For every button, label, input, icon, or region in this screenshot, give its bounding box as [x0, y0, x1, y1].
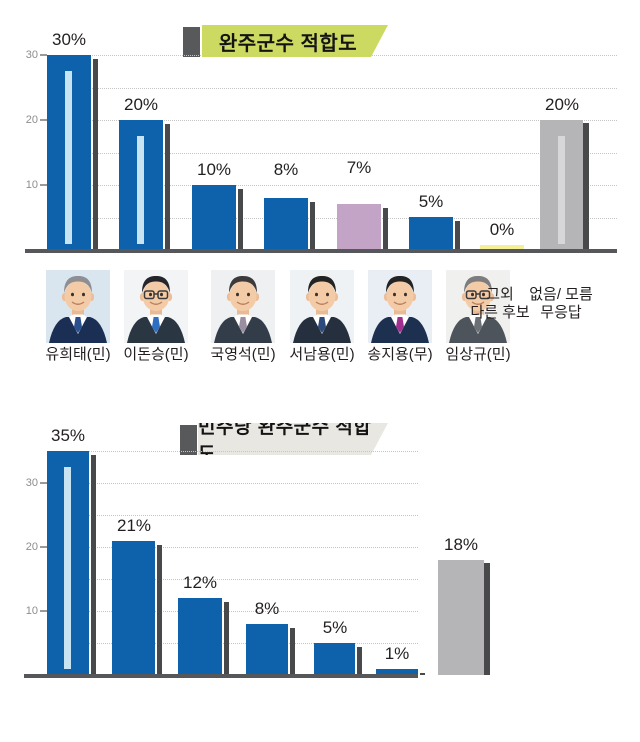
gridline-25 [47, 87, 617, 89]
title-marker-2 [180, 425, 197, 455]
gridline-15 [47, 152, 617, 154]
bar-value-label: 10% [196, 160, 232, 179]
gridline-20 [47, 547, 418, 548]
bar-value-label: 20% [544, 95, 580, 114]
candidate-name: 국영석(민) [210, 346, 276, 363]
y-tick-label: 20 [25, 541, 38, 553]
bar-그외 [376, 669, 418, 675]
bar-shadow [91, 455, 96, 675]
candidate-photo [211, 270, 275, 343]
bar-shadow [310, 202, 315, 250]
gridline-35 [47, 451, 418, 452]
gridline-15 [47, 579, 418, 580]
gridline-20 [47, 120, 617, 121]
y-tick-dash [40, 546, 47, 548]
candidate-photo [124, 270, 188, 343]
candidate-name: 송지용(무) [367, 346, 433, 363]
bar-value-label: 7% [346, 158, 372, 177]
bar-value-label: 21% [116, 516, 152, 535]
chart-title-banner-1: 완주군수 적합도 [202, 25, 388, 57]
gridline-30 [47, 483, 418, 484]
x-axis-baseline [24, 674, 418, 678]
y-tick-label: 10 [25, 605, 38, 617]
bar-value-label: 18% [443, 535, 479, 554]
title-marker-1 [183, 27, 200, 57]
bar-highlight-stripe [64, 467, 71, 669]
candidate-name: 임상규(민) [445, 346, 511, 363]
bar-shadow [484, 563, 490, 675]
candidate-photo [446, 270, 510, 343]
minjoo-wanju-suitability-plot: 10203035%21%12%8%5%1%18%유희태이돈승국영석서남용임상규그… [0, 400, 640, 742]
bar-highlight-stripe [65, 71, 72, 244]
bar-shadow [224, 602, 229, 675]
y-tick-dash [40, 119, 47, 121]
x-axis-baseline [25, 249, 617, 253]
avatar-illustration [46, 270, 110, 343]
bar-value-label: 5% [418, 192, 444, 211]
bar-없음/ 모름 [438, 560, 484, 675]
avatar-illustration [211, 270, 275, 343]
y-tick-dash [40, 482, 47, 484]
bar-value-label: 8% [273, 160, 299, 179]
gridline-25 [47, 515, 418, 516]
y-tick-label: 10 [25, 179, 38, 191]
bar-shadow [357, 647, 362, 675]
bar-임상규(민) [409, 217, 453, 250]
avatar-illustration [124, 270, 188, 343]
gridline-10 [47, 185, 617, 186]
bar-value-label: 30% [51, 30, 87, 49]
y-tick-label: 30 [25, 49, 38, 61]
gridline-5 [47, 217, 617, 219]
candidate-name: 유희태(민) [45, 346, 111, 363]
bar-shadow [165, 124, 170, 250]
bar-highlight-stripe [558, 136, 565, 244]
candidate-photo [46, 270, 110, 343]
y-tick-dash [40, 184, 47, 186]
category-label: 그외 다른 후보 [470, 286, 530, 321]
y-tick-label: 20 [25, 114, 38, 126]
bar-highlight-stripe [137, 136, 144, 244]
candidate-photo [290, 270, 354, 343]
candidate-name: 이돈승(민) [123, 346, 189, 363]
bar-value-label: 20% [123, 95, 159, 114]
bar-국영석(민) [192, 185, 236, 250]
y-tick-label: 30 [25, 477, 38, 489]
bar-송지용(무) [337, 204, 381, 250]
y-tick-dash [40, 54, 47, 56]
y-tick-dash [40, 610, 47, 612]
bar-shadow [157, 545, 162, 675]
bar-shadow [93, 59, 98, 250]
bar-shadow [420, 673, 425, 675]
gridline-5 [47, 643, 418, 644]
chart-title-1: 완주군수 적합도 [218, 32, 358, 55]
bar-shadow [238, 189, 243, 250]
bar-value-label: 0% [489, 220, 515, 239]
candidate-photo [368, 270, 432, 343]
wanju-suitability-plot: 10 20 30 30% 20% 10% 8% 7% 5% 0% 20% 유희태(민) 이돈승(민) 국영… [25, 30, 617, 363]
gridline-30 [47, 55, 617, 56]
bar-value-label: 12% [182, 573, 218, 592]
avatar-illustration [446, 270, 510, 343]
gridline-10 [47, 611, 418, 612]
bar-value-label: 5% [322, 618, 348, 637]
bar-value-label: 1% [384, 644, 410, 663]
bar-shadow [455, 221, 460, 250]
bar-임상규 [314, 643, 355, 675]
bar-shadow [383, 208, 388, 250]
bar-shadow [290, 628, 295, 675]
bar-shadow [583, 123, 589, 250]
candidate-name: 서남용(민) [289, 346, 355, 363]
bar-국영석 [178, 598, 222, 675]
bar-서남용 [246, 624, 288, 675]
bar-서남용(민) [264, 198, 308, 250]
bar-이돈승 [112, 541, 155, 675]
bar-value-label: 8% [254, 599, 280, 618]
bar-value-label: 35% [50, 426, 86, 445]
avatar-illustration [290, 270, 354, 343]
bar-그외 [480, 245, 524, 250]
category-label: 없음/ 모름 무응답 [529, 286, 593, 321]
avatar-illustration [368, 270, 432, 343]
